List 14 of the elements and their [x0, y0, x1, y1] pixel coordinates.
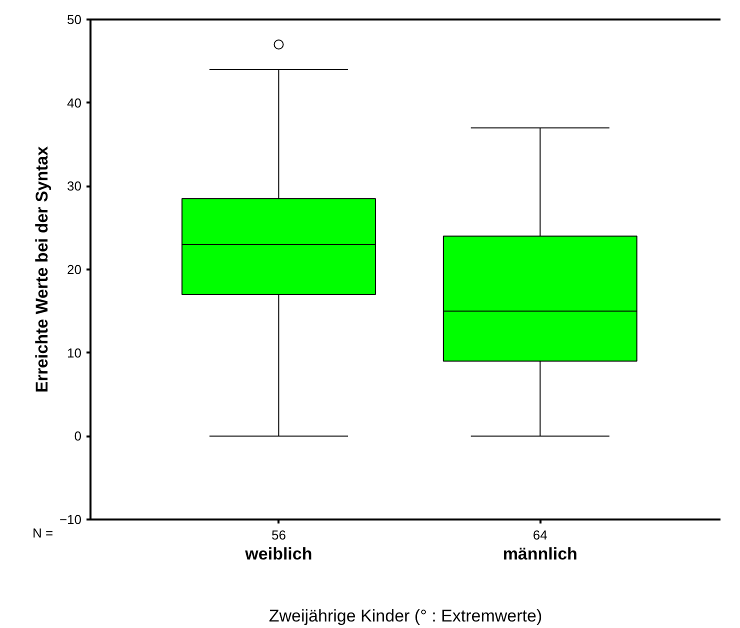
y-tick-label: 50 [67, 12, 82, 27]
x-tick-label: weiblich [244, 544, 312, 564]
text: 56 [271, 528, 286, 542]
y-tick-label: 40 [67, 95, 82, 110]
text: N = [32, 526, 54, 540]
x-axis-title: Zweijährige Kinder (° : Extremwerte) [268, 606, 542, 626]
y-tick-label: −10 [59, 512, 82, 527]
text: 64 [532, 528, 548, 542]
y-tick-label: 20 [67, 262, 82, 277]
x-tick-label: männlich [502, 544, 578, 564]
y-tick-label: 30 [67, 178, 82, 194]
y-axis-title: Erreichte Werte bei der Syntax [32, 146, 52, 393]
y-tick-label: 0 [74, 428, 82, 444]
y-tick-label: 10 [67, 345, 82, 360]
